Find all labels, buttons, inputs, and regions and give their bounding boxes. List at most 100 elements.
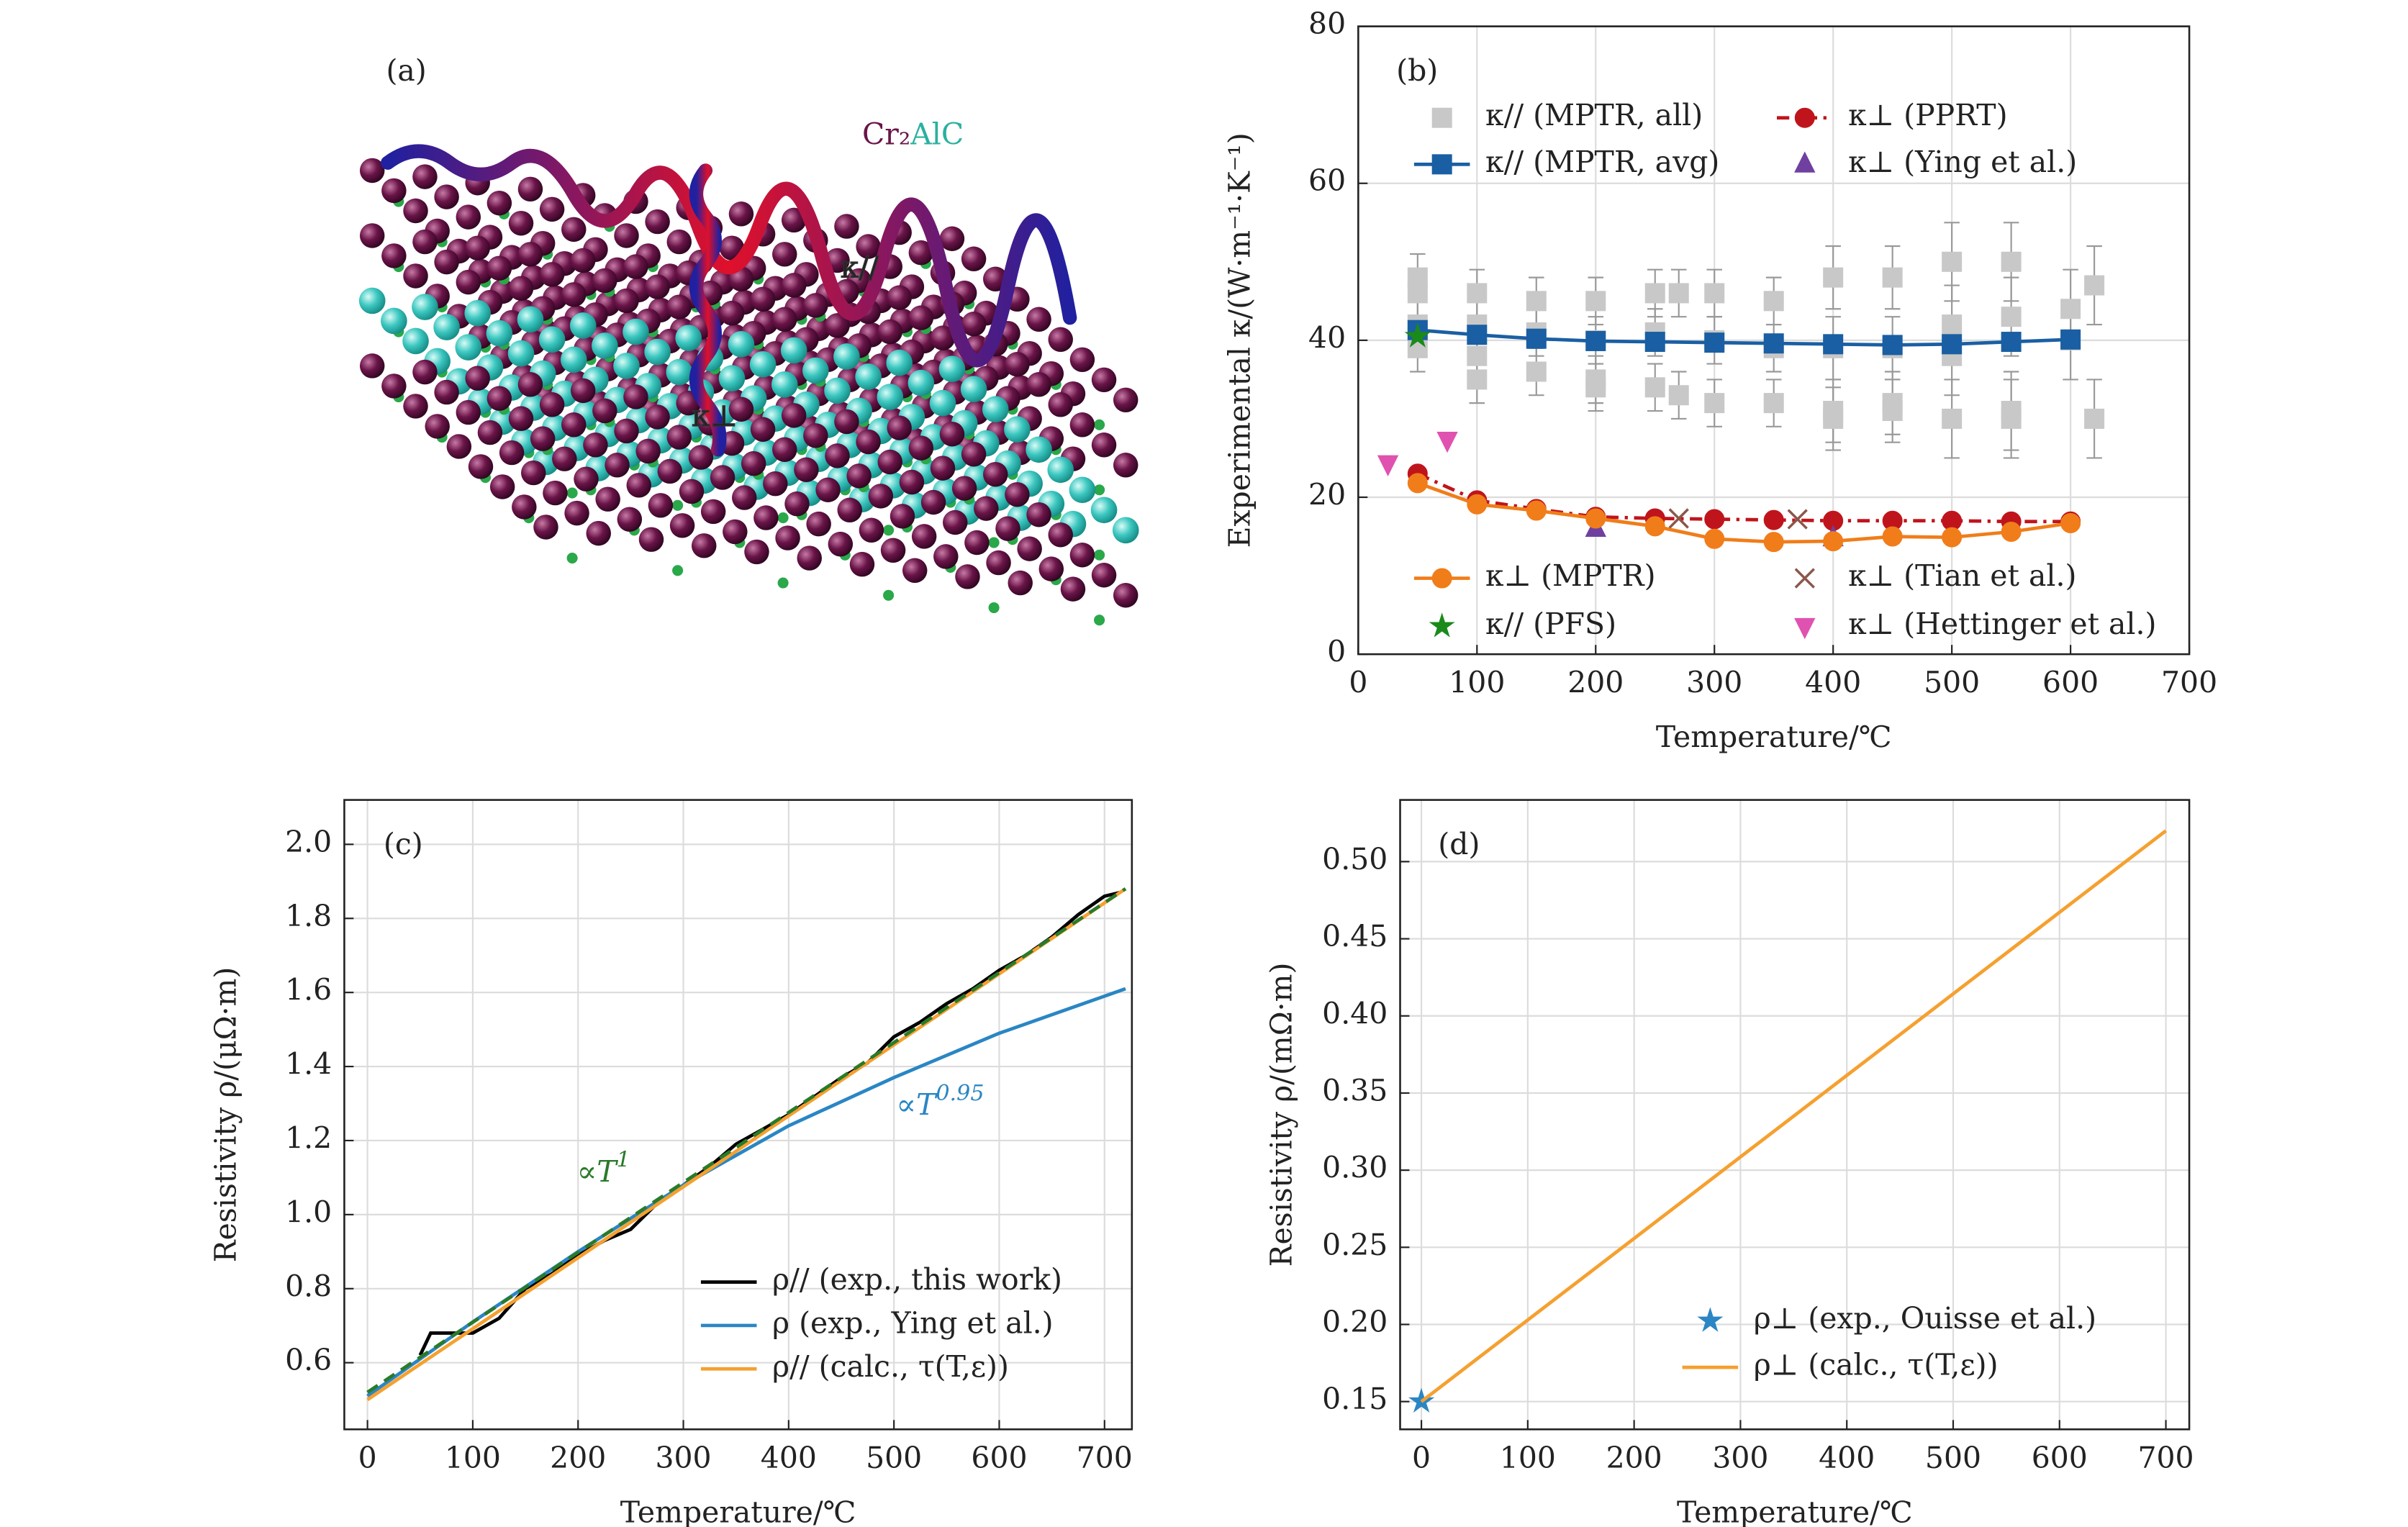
- marker: [1882, 526, 1903, 547]
- atom-al: [886, 349, 913, 376]
- marker: [1467, 369, 1488, 390]
- atom-cr: [403, 263, 428, 289]
- marker: [1644, 377, 1665, 398]
- x-tick-label: 0: [358, 1441, 377, 1475]
- marker: [2001, 251, 2022, 272]
- atom-cr: [710, 465, 735, 490]
- kappa-parallel-label: κ//: [841, 250, 879, 284]
- atom-cr: [772, 242, 797, 267]
- atom-al: [464, 299, 492, 327]
- atom-cr: [942, 509, 968, 535]
- y-tick-label: 20: [1308, 477, 1346, 512]
- marker: [1882, 401, 1903, 422]
- atom-al: [402, 327, 429, 355]
- atom-cr: [574, 466, 599, 491]
- atom-cr: [539, 196, 565, 222]
- atom-cr: [508, 406, 534, 431]
- x-tick-label: 700: [2161, 666, 2217, 700]
- atom-cr: [781, 273, 807, 298]
- atom-cr: [645, 274, 670, 299]
- atom-cr: [1113, 583, 1139, 608]
- marker: [1668, 385, 1689, 406]
- y-axis-label: Resistivity ρ/(μΩ·m): [208, 967, 243, 1263]
- atom-al: [960, 376, 987, 403]
- atom-cr: [434, 184, 459, 209]
- atom-al: [1004, 416, 1031, 443]
- atom-cr: [986, 550, 1011, 576]
- atom-cr: [412, 359, 438, 385]
- x-tick-label: 500: [866, 1441, 922, 1475]
- kappa-perp-label: κ⊥: [692, 399, 738, 433]
- heat-wave: [689, 163, 727, 457]
- atom-cr: [381, 373, 407, 399]
- atom-cr: [1026, 372, 1051, 397]
- atom-al: [486, 320, 513, 347]
- legend-marker: [1429, 612, 1455, 638]
- x-tick-label: 500: [1924, 666, 1980, 700]
- marker: [1882, 335, 1903, 355]
- atom-cr: [539, 392, 565, 417]
- atom-cr: [359, 223, 385, 248]
- y-tick-label: 80: [1308, 6, 1346, 41]
- annotation-text: ∝T: [896, 1087, 938, 1122]
- atom-cr: [1091, 563, 1117, 588]
- atom-cr: [561, 282, 587, 307]
- y-tick-label: 0.45: [1322, 919, 1388, 953]
- atom-cr: [1026, 307, 1051, 332]
- formula-rest: AlC: [910, 117, 964, 151]
- y-axis-label: Experimental κ/(W·m⁻¹·K⁻¹): [1222, 132, 1257, 548]
- atom-cr: [908, 240, 934, 266]
- atom-cr: [512, 494, 537, 520]
- atom-cr: [825, 313, 850, 338]
- legend-marker: [1431, 107, 1452, 128]
- series-line: [1417, 481, 2071, 544]
- atom-cr: [679, 479, 705, 504]
- atom-cr: [359, 353, 385, 379]
- atom-cr: [657, 458, 683, 484]
- atom-cr: [877, 449, 902, 475]
- atom-cr: [456, 204, 481, 230]
- atom-c: [883, 589, 895, 601]
- x-tick-label: 600: [2032, 1441, 2088, 1475]
- atom-cr: [837, 497, 862, 523]
- atom-cr: [425, 414, 450, 439]
- atom-cr: [517, 176, 543, 202]
- y-tick-label: 2.0: [285, 825, 332, 859]
- legend-marker: [1794, 151, 1816, 173]
- atom-cr: [951, 476, 977, 501]
- marker: [2060, 512, 2081, 533]
- atom-cr: [561, 412, 587, 438]
- marker: [1704, 393, 1725, 414]
- atom-cr: [614, 223, 639, 248]
- atom-cr: [1038, 556, 1064, 581]
- marker: [2060, 329, 2081, 350]
- crystal-structure: [358, 144, 1139, 626]
- legend-label: ρ⊥ (exp., Ouisse et al.): [1754, 1301, 2096, 1336]
- atom-cr: [815, 477, 841, 502]
- atom-al: [728, 330, 755, 358]
- atom-cr: [834, 214, 859, 239]
- y-tick-label: 0: [1327, 635, 1346, 669]
- atom-cr: [666, 425, 692, 450]
- atom-cr: [595, 486, 620, 512]
- atom-cr: [1005, 352, 1030, 377]
- atom-cr: [1017, 536, 1042, 561]
- atom-cr: [908, 305, 934, 330]
- formula-metal: Cr₂: [862, 117, 910, 151]
- x-tick-label: 400: [1819, 1441, 1875, 1475]
- atom-cr: [648, 493, 674, 518]
- atom-cr: [477, 420, 503, 445]
- atom-cr: [539, 262, 565, 287]
- y-tick-label: 0.50: [1322, 842, 1388, 876]
- atom-cr: [1060, 576, 1086, 602]
- atom-cr: [499, 440, 525, 466]
- marker: [1377, 455, 1399, 477]
- atom-c: [672, 499, 684, 511]
- atom-cr: [403, 198, 428, 224]
- atom-cr: [750, 286, 776, 312]
- marker: [1942, 527, 1963, 548]
- atom-cr: [955, 564, 980, 589]
- atom-cr: [434, 249, 459, 275]
- atom-al: [1047, 456, 1074, 484]
